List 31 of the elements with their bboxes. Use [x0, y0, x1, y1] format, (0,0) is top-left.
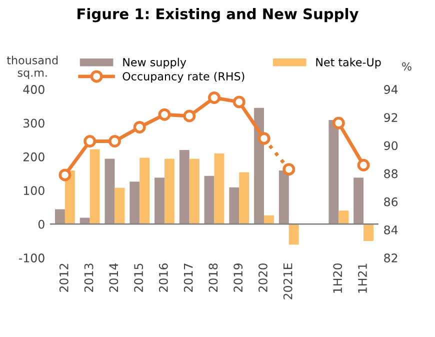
legend-label: Occupancy rate (RHS) — [122, 72, 244, 83]
y2-tick-label: 88 — [384, 169, 398, 178]
y-tick-label: 200 — [23, 152, 44, 162]
y2-tick-label: 94 — [384, 85, 398, 94]
y2-tick-label: 92 — [384, 113, 398, 122]
legend-label: Net take-Up — [316, 58, 381, 69]
legend-label: New supply — [123, 58, 186, 69]
y2-tick-label: 90 — [384, 141, 398, 150]
x-tick-label: 2017 — [184, 264, 193, 292]
x-tick-label: 2020 — [258, 263, 268, 292]
y-tick-label: 300 — [24, 118, 44, 128]
y-tick-label: 100 — [24, 186, 44, 196]
x-tick-label: 2013 — [84, 264, 94, 292]
y2-tick-label: 82 — [384, 254, 398, 262]
chart-title: Figure 1: Existing and New Supply — [78, 8, 359, 22]
x-tick-label: 2018 — [208, 263, 218, 292]
y-tick-label: 0 — [38, 220, 44, 229]
y-tick-label: -100 — [18, 254, 44, 262]
y-tick-label: 400 — [23, 85, 44, 94]
x-tick-label: 2021E — [283, 263, 292, 300]
x-tick-label: 1H20 — [333, 263, 342, 293]
y-axis-title: thousand sq.m. — [6, 56, 58, 79]
x-tick-label: 2014 — [109, 263, 118, 292]
x-tick-label: 2016 — [158, 263, 168, 292]
y2-tick-label: 86 — [384, 197, 398, 206]
x-tick-label: 2012 — [59, 264, 68, 292]
y2-axis-title: % — [402, 62, 412, 71]
x-tick-label: 2015 — [134, 264, 144, 292]
y2-tick-label: 84 — [384, 225, 398, 234]
x-tick-label: 1H21 — [358, 264, 367, 293]
x-tick-label: 2019 — [234, 263, 243, 292]
